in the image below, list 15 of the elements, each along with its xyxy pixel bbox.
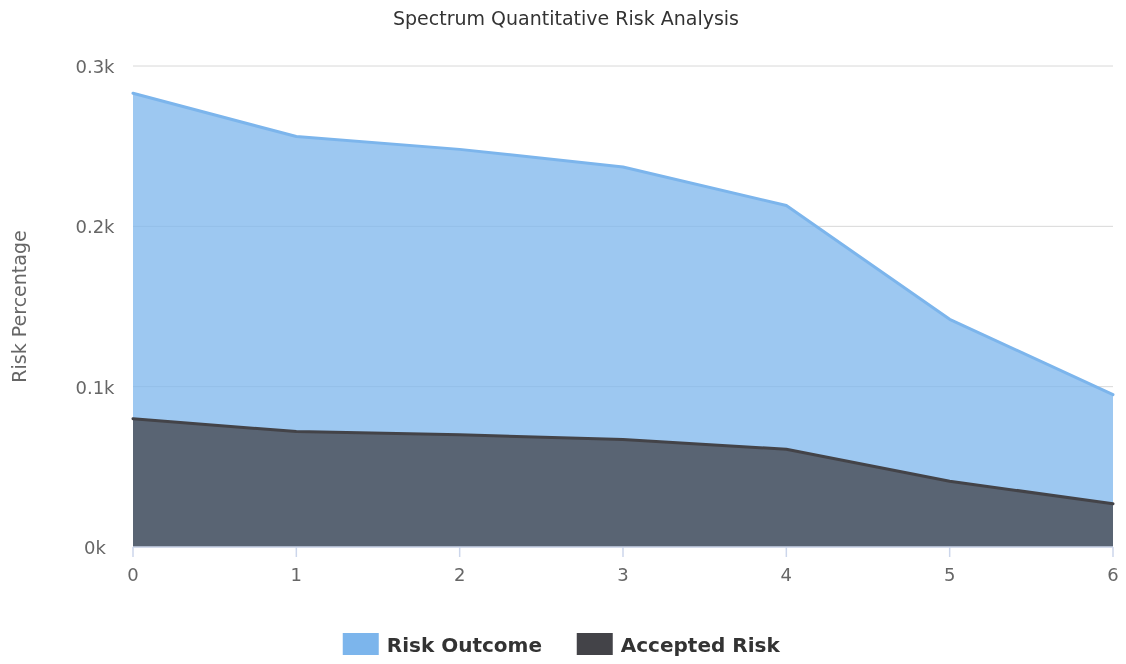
legend-label: Accepted Risk (620, 633, 781, 657)
x-tick-label: 5 (943, 564, 956, 585)
y-axis-title: Risk Percentage (8, 230, 30, 383)
y-tick-label: 0.1k (75, 376, 116, 398)
x-tick-label: 0 (127, 564, 139, 585)
legend-label: Risk Outcome (386, 633, 542, 657)
y-tick-label: 0.2k (75, 216, 116, 238)
x-tick-label: 4 (780, 564, 793, 585)
x-tick-label: 3 (617, 564, 629, 585)
y-tick-label: 0.3k (75, 56, 116, 77)
x-tick-label: 2 (453, 564, 466, 585)
y-tick-label: 0k (84, 537, 107, 558)
chart-title: Spectrum Quantitative Risk Analysis (392, 7, 740, 29)
x-tick-label: 1 (290, 564, 303, 585)
x-tick-label: 6 (1107, 564, 1119, 585)
